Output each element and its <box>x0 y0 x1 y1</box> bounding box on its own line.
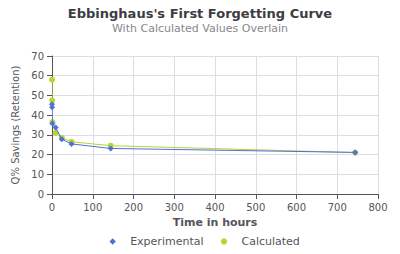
svg-text:50: 50 <box>31 90 44 101</box>
svg-text:70: 70 <box>31 51 44 62</box>
svg-text:40: 40 <box>31 110 44 121</box>
svg-text:200: 200 <box>124 202 143 213</box>
svg-text:600: 600 <box>287 202 306 213</box>
svg-text:Calculated: Calculated <box>241 235 299 248</box>
svg-text:20: 20 <box>31 149 44 160</box>
svg-text:400: 400 <box>205 202 224 213</box>
svg-text:Ebbinghaus's First Forgetting: Ebbinghaus's First Forgetting Curve <box>68 6 332 21</box>
svg-text:300: 300 <box>165 202 184 213</box>
svg-text:Time in hours: Time in hours <box>173 216 258 229</box>
svg-text:Experimental: Experimental <box>130 235 203 248</box>
svg-text:With Calculated Values Overlai: With Calculated Values Overlain <box>112 22 288 35</box>
svg-text:60: 60 <box>31 70 44 81</box>
svg-text:30: 30 <box>31 129 44 140</box>
svg-text:Q% Savings (Retention): Q% Savings (Retention) <box>10 65 21 184</box>
svg-text:800: 800 <box>368 202 387 213</box>
svg-text:500: 500 <box>246 202 265 213</box>
svg-text:10: 10 <box>31 169 44 180</box>
svg-text:0: 0 <box>49 202 55 213</box>
svg-text:100: 100 <box>83 202 102 213</box>
svg-text:700: 700 <box>328 202 347 213</box>
svg-text:0: 0 <box>38 189 44 200</box>
